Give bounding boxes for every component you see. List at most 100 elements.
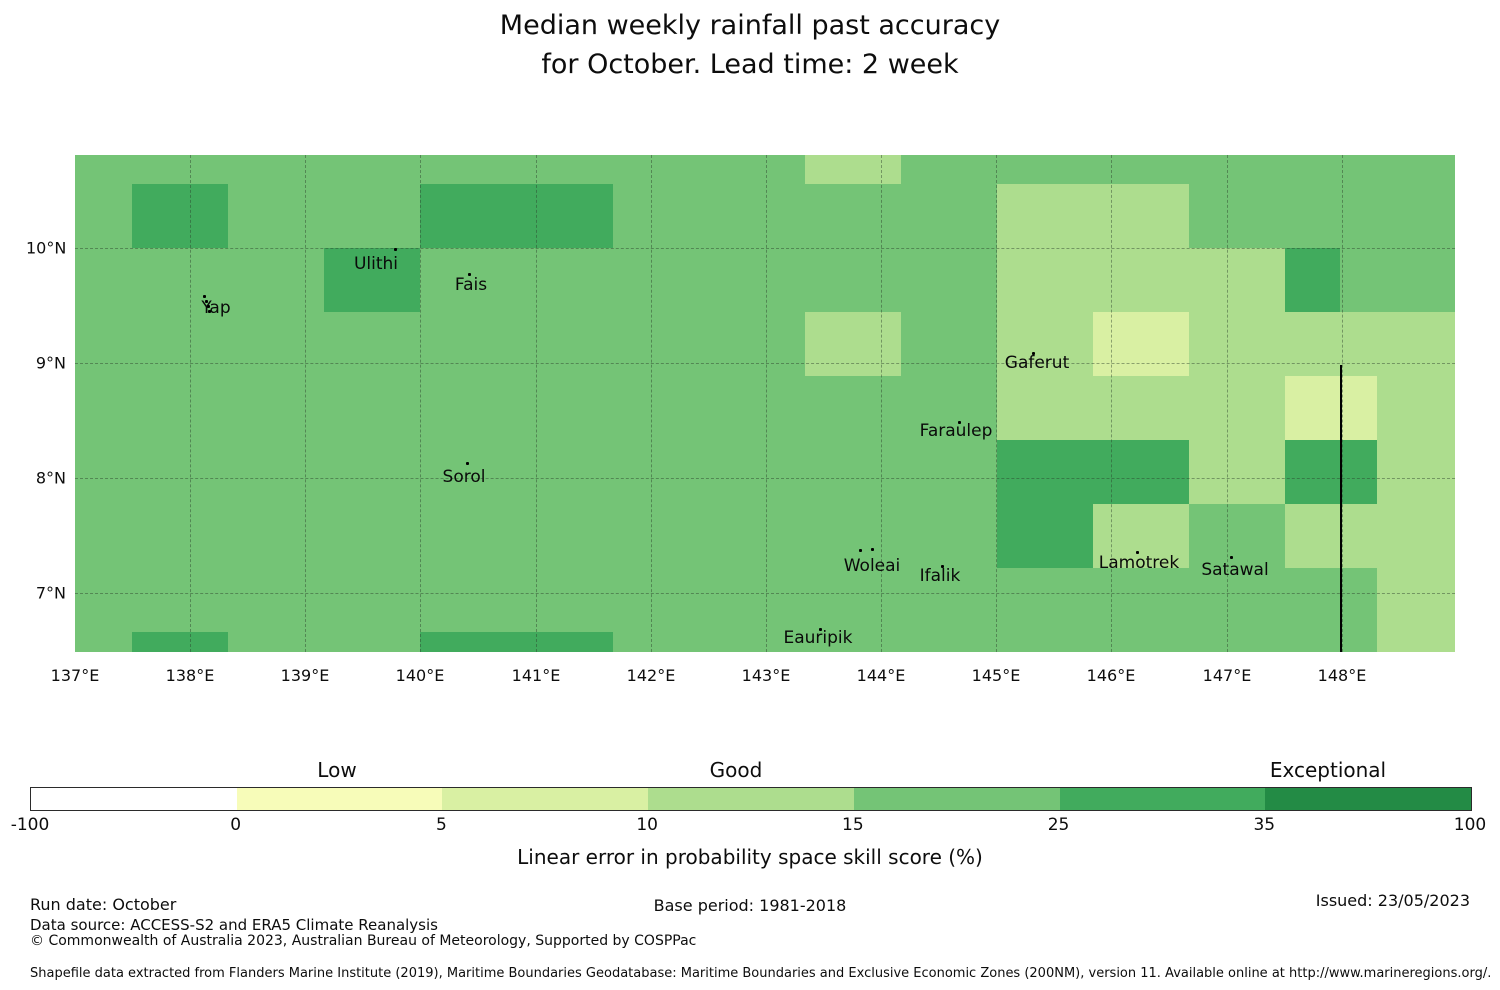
grid-cell-light	[805, 155, 901, 184]
colorbar-segment	[853, 788, 1060, 810]
grid-cell-light	[1285, 504, 1455, 568]
colorbar-label-good: Good	[709, 758, 763, 782]
gridline-vertical	[766, 155, 767, 652]
colorbar-segment	[648, 788, 854, 810]
grid-cell-light	[997, 248, 1285, 312]
colorbar-segment	[236, 788, 443, 810]
colorbar-title: Linear error in probability space skill …	[517, 845, 983, 869]
island-label-faraulep: Faraulep	[919, 421, 993, 441]
y-tick-label: 10°N	[26, 238, 67, 258]
gridline-vertical	[420, 155, 421, 652]
issued-date-text: Issued: 23/05/2023	[1315, 891, 1470, 910]
grid-cell-light	[805, 312, 901, 376]
grid-cell-light	[997, 312, 1093, 376]
grid-cell-pale	[1093, 312, 1189, 376]
grid-cell-light	[997, 184, 1189, 248]
x-tick-label: 145°E	[971, 666, 1021, 685]
run-date-text: Run date: October	[30, 895, 177, 914]
grid-cell-dark	[420, 184, 613, 248]
x-tick-label: 142°E	[626, 666, 676, 685]
colorbar-tick-label: 15	[842, 815, 864, 835]
title-line-1: Median weekly rainfall past accuracy	[499, 10, 1001, 41]
colorbar-tick-label: 35	[1253, 815, 1276, 835]
island-label-sorol: Sorol	[442, 467, 486, 487]
colorbar-label-low: Low	[317, 758, 357, 782]
gridline-vertical	[190, 155, 191, 652]
grid-cell-light	[1377, 568, 1455, 652]
gridline-vertical	[651, 155, 652, 652]
grid-cell-dark	[324, 248, 420, 312]
grid-cell-dark	[132, 632, 228, 652]
x-tick-label: 146°E	[1086, 666, 1136, 685]
colorbar-tick-label: 100	[1453, 815, 1487, 835]
title-line-2: for October. Lead time: 2 week	[541, 49, 959, 80]
island-marker-gaferut	[1032, 352, 1035, 355]
gridline-vertical	[1342, 155, 1343, 652]
x-tick-label: 141°E	[511, 666, 561, 685]
grid-cell-light	[1377, 376, 1455, 440]
island-marker-sorol	[466, 462, 469, 465]
island-marker-eauripik	[819, 628, 822, 631]
grid-cell-dark	[420, 632, 613, 652]
y-tick-label: 7°N	[35, 583, 66, 603]
island-marker-woleai	[859, 549, 862, 552]
grid-cell-light	[1189, 312, 1455, 376]
colorbar	[30, 787, 1472, 811]
grid-cell-light	[997, 376, 1285, 440]
gridline-horizontal	[75, 593, 1455, 594]
gridline-horizontal	[75, 248, 1455, 249]
colorbar-label-exceptional: Exceptional	[1269, 758, 1387, 782]
grid-cell-light	[1093, 504, 1189, 568]
shapefile-attribution-text: Shapefile data extracted from Flanders M…	[30, 966, 1492, 981]
island-marker-yap	[208, 310, 211, 313]
skill-score-map: Yap Ulithi Fais Sorol Gaferut Faraulep Woleai I…	[75, 155, 1455, 652]
island-marker-woleai	[871, 548, 874, 551]
island-label-lamotrek: Lamotrek	[1098, 553, 1180, 573]
eez-boundary-line	[1340, 365, 1342, 652]
colorbar-segment	[1265, 788, 1471, 810]
island-label-woleai: Woleai	[843, 556, 901, 576]
colorbar-segment	[1059, 788, 1266, 810]
island-marker-yap	[205, 300, 208, 303]
colorbar-tick-label: 25	[1047, 815, 1070, 835]
colorbar-tick-label: -100	[10, 815, 50, 835]
island-label-fais: Fais	[454, 275, 488, 295]
x-tick-label: 147°E	[1202, 666, 1252, 685]
island-label-satawal: Satawal	[1201, 560, 1269, 580]
x-tick-label: 138°E	[165, 666, 215, 685]
island-marker-yap	[203, 295, 206, 298]
colorbar-tick-label: 10	[636, 815, 658, 835]
island-marker-satawal	[1230, 556, 1233, 559]
x-tick-label: 139°E	[280, 666, 330, 685]
island-marker-yap	[207, 305, 210, 308]
grid-cell-pale	[1285, 376, 1377, 440]
grid-cell-light	[1189, 440, 1285, 504]
y-tick-label: 8°N	[35, 468, 66, 488]
x-tick-label: 144°E	[856, 666, 906, 685]
y-tick-label: 9°N	[35, 353, 66, 373]
island-marker-fais	[468, 273, 471, 276]
grid-cell-dark	[132, 184, 228, 248]
gridline-vertical	[305, 155, 306, 652]
gridline-vertical	[1227, 155, 1228, 652]
gridline-vertical	[996, 155, 997, 652]
gridline-horizontal	[75, 363, 1455, 364]
island-label-yap: Yap	[201, 298, 231, 318]
x-tick-label: 148°E	[1317, 666, 1367, 685]
island-label-ulithi: Ulithi	[353, 254, 399, 274]
colorbar-tick-label: 5	[436, 815, 447, 835]
gridline-vertical	[1111, 155, 1112, 652]
colorbar-segment	[442, 788, 649, 810]
grid-cell-light	[1377, 440, 1455, 504]
island-marker-ifalik	[941, 565, 944, 568]
x-tick-label: 143°E	[741, 666, 791, 685]
colorbar-segment	[31, 788, 237, 810]
base-period-text: Base period: 1981-2018	[653, 896, 847, 915]
island-marker-faraulep	[958, 421, 961, 424]
island-marker-ulithi	[394, 248, 397, 251]
data-source-text: Data source: ACCESS-S2 and ERA5 Climate …	[30, 916, 438, 934]
island-label-ifalik: Ifalik	[919, 566, 961, 586]
x-tick-label: 137°E	[50, 666, 100, 685]
x-tick-label: 140°E	[395, 666, 445, 685]
